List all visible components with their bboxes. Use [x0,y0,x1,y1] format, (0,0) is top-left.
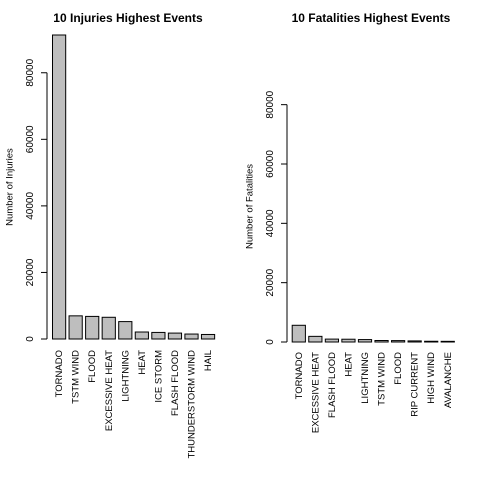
x-category-label: LIGHTNING [360,352,371,404]
bar [308,335,323,343]
bar [291,324,306,343]
x-category-label: HEAT [343,352,354,377]
y-tick-label: 60000 [25,125,36,153]
bar [374,340,389,343]
x-category-label: EXCESSIVE HEAT [310,352,321,433]
y-tick-label: 40000 [265,209,276,237]
chart-title: 10 Injuries Highest Events [53,11,203,25]
bar [357,339,373,343]
x-category-label: FLASH FLOOD [327,352,338,418]
bar [391,340,406,343]
x-category-label: TORNADO [294,352,305,399]
x-category-label: RIP CURRENT [410,352,421,417]
y-tick-label: 60000 [265,150,276,178]
bar [407,340,422,343]
bar [85,315,100,340]
x-category-label: THUNDERSTORM WIND [187,350,198,459]
bar [52,34,67,340]
y-tick-label: 20000 [265,268,276,296]
bar [167,332,183,340]
y-tick-label: 80000 [265,90,276,118]
y-tick-label: 0 [25,336,36,342]
x-category-label: LIGHTNING [120,350,131,402]
x-category-label: FLOOD [393,352,404,385]
x-category-label: TORNADO [54,350,65,397]
bar [424,340,439,343]
x-category-label: HEAT [137,350,148,375]
chart-panel-2: 10 Fatalities Highest Events Number of Fa… [244,11,455,433]
bar [151,331,166,340]
bar [184,333,199,340]
bar [134,331,149,340]
x-category-label: HAIL [203,350,214,371]
x-category-label: FLASH FLOOD [170,350,181,416]
x-category-label: TSTM WIND [377,352,388,406]
x-category-label: ICE STORM [153,350,164,403]
x-category-label: EXCESSIVE HEAT [104,350,115,431]
y-tick-label: 0 [265,339,276,345]
x-category-label: AVALANCHE [443,352,454,408]
chart-title: 10 Fatalities Highest Events [292,11,451,25]
y-axis-label: Number of Injuries [4,148,15,226]
bar [324,338,339,343]
bar [118,321,133,340]
chart-panel-1: 10 Injuries Highest Events Number of Inju… [4,11,216,459]
y-tick-label: 40000 [25,192,36,220]
bar [200,333,216,340]
y-tick-label: 80000 [25,58,36,86]
bar [101,316,116,340]
bar [341,338,356,343]
x-category-label: HIGH WIND [426,352,437,404]
x-category-label: TSTM WIND [71,350,82,404]
x-category-label: FLOOD [87,350,98,383]
y-axis-label: Number of Fatalities [244,164,255,249]
bar [440,340,455,343]
y-tick-label: 20000 [25,258,36,286]
bar [68,315,83,340]
